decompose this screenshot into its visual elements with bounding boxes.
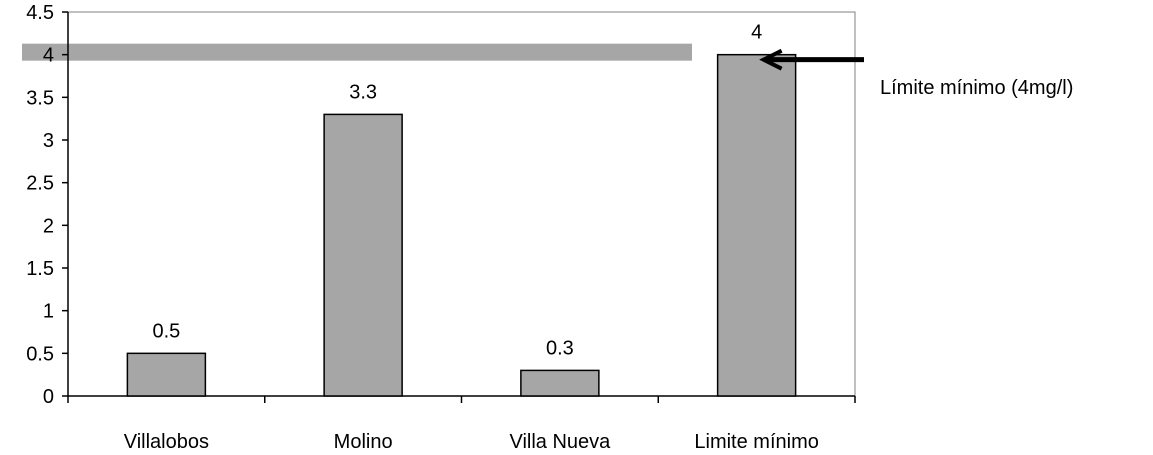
y-tick-label: 0.5 [26,343,54,365]
annotation-text: Límite mínimo (4mg/l) [880,77,1073,99]
y-tick-label: 2.5 [26,173,54,195]
y-tick-label: 1 [43,301,54,323]
y-tick-label: 0 [43,386,54,408]
bar [127,353,205,396]
category-label: Villa Nueva [509,431,611,453]
data-label: 3.3 [349,81,377,103]
category-label: Molino [334,431,393,453]
category-label: Limite mínimo [694,431,818,453]
bar [718,55,796,396]
annotation: Límite mínimo (4mg/l) [764,51,1074,99]
y-tick-label: 3.5 [26,87,54,109]
bars [127,55,795,396]
data-label: 0.5 [152,320,180,342]
y-tick-label: 3 [43,130,54,152]
category-label: Villalobos [124,431,209,453]
bar [521,370,599,396]
y-tick-label: 2 [43,215,54,237]
bar [324,114,402,396]
data-labels: 0.5 3.3 0.3 4 [152,22,762,360]
data-label: 0.3 [546,337,574,359]
y-tick-label: 4 [43,45,54,67]
y-tick-label: 4.5 [26,2,54,24]
reference-band [22,44,692,61]
data-label: 4 [751,22,762,44]
y-tick-label: 1.5 [26,258,54,280]
